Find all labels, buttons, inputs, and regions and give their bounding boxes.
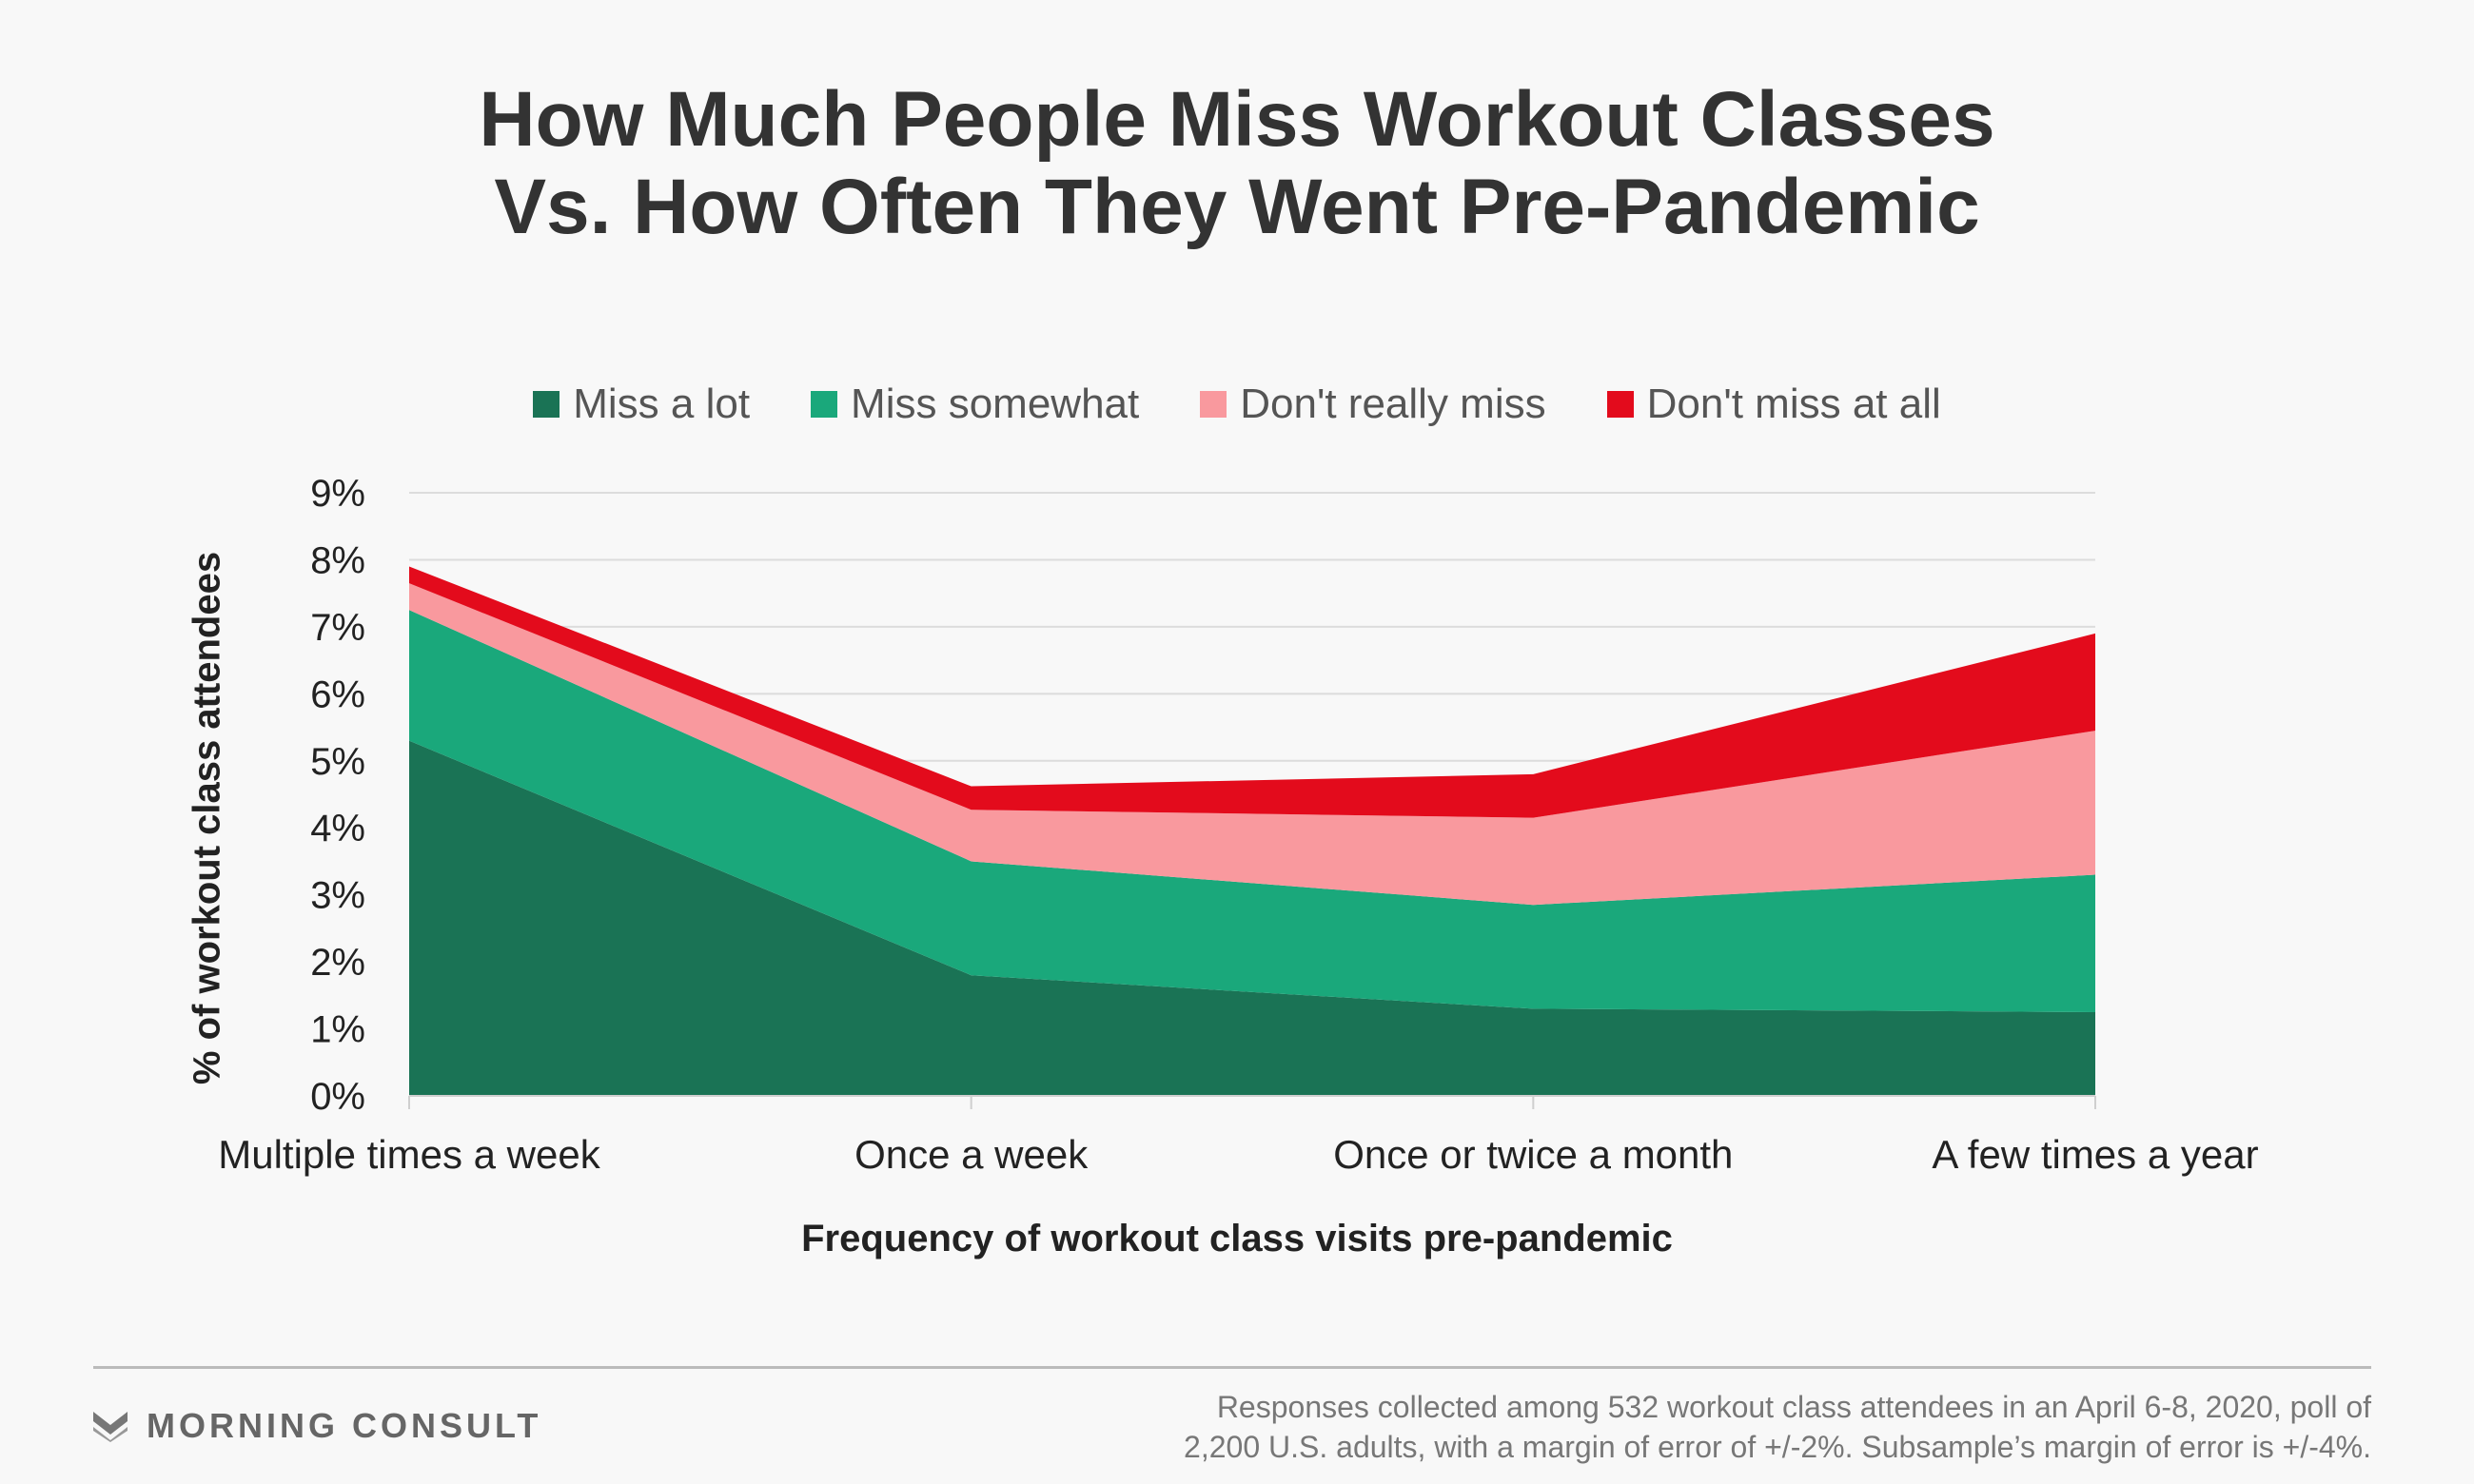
y-tick-label: 6% [310,674,365,715]
x-axis-label: Frequency of workout class visits pre-pa… [801,1218,1673,1259]
chart-title-line-2: Vs. How Often They Went Pre-Pandemic [494,164,1980,250]
legend-label-dont-miss-at-all: Don't miss at all [1646,381,1941,427]
legend-swatch-miss-somewhat [811,391,838,418]
footer-divider [93,1366,2371,1369]
area-chart: 0% 1% 2% 3% 4% 5% 6% 7% 8% 9% Multiple times a wee… [218,473,2258,1177]
legend-swatch-dont-miss-at-all [1606,391,1634,418]
x-tick-label: Once or twice a month [1333,1132,1733,1177]
y-tick-label: 0% [310,1076,365,1118]
legend-item-dont-really-miss: Don't really miss [1200,381,1546,428]
methodology-note-line-2: 2,200 U.S. adults, with a margin of erro… [1184,1430,2371,1464]
legend-label-dont-really-miss: Don't really miss [1240,381,1546,427]
y-axis-label: % of workout class attendees [186,551,228,1085]
legend-swatch-dont-really-miss [1200,391,1227,418]
x-tick-label: A few times a year [1932,1132,2258,1177]
legend-item-dont-miss-at-all: Don't miss at all [1606,381,1941,428]
methodology-note-line-1: Responses collected among 532 workout cl… [1216,1390,2371,1424]
y-tick-label: 1% [310,1009,365,1051]
legend-item-miss-somewhat: Miss somewhat [811,381,1139,428]
chart-title-line-1: How Much People Miss Workout Classes [479,76,1995,163]
y-tick-label: 4% [310,808,365,849]
y-tick-label: 2% [310,942,365,984]
chart-title: How Much People Miss Workout Classes Vs.… [0,76,2474,251]
legend: Miss a lot Miss somewhat Don't really mi… [0,381,2474,428]
x-tick-label: Once a week [854,1132,1089,1177]
area-don-t-miss-at-all [409,566,2095,818]
legend-item-miss-a-lot: Miss a lot [533,381,750,428]
legend-label-miss-somewhat: Miss somewhat [851,381,1140,427]
y-tick-label: 8% [310,539,365,581]
morning-consult-logo-icon [93,1412,128,1442]
brand: MORNING CONSULT [91,1406,541,1446]
area-don-t-really-miss [409,583,2095,906]
methodology-note: Responses collected among 532 workout cl… [944,1387,2371,1467]
area-miss-a-lot [409,740,2095,1096]
y-tick-label: 9% [310,473,365,515]
legend-label-miss-a-lot: Miss a lot [573,381,751,427]
area-miss-somewhat [409,610,2095,1012]
legend-swatch-miss-a-lot [533,391,560,418]
y-tick-label: 3% [310,875,365,917]
x-tick-label: Multiple times a week [218,1132,600,1177]
brand-name: MORNING CONSULT [147,1406,542,1445]
y-tick-label: 5% [310,741,365,783]
y-tick-label: 7% [310,607,365,649]
